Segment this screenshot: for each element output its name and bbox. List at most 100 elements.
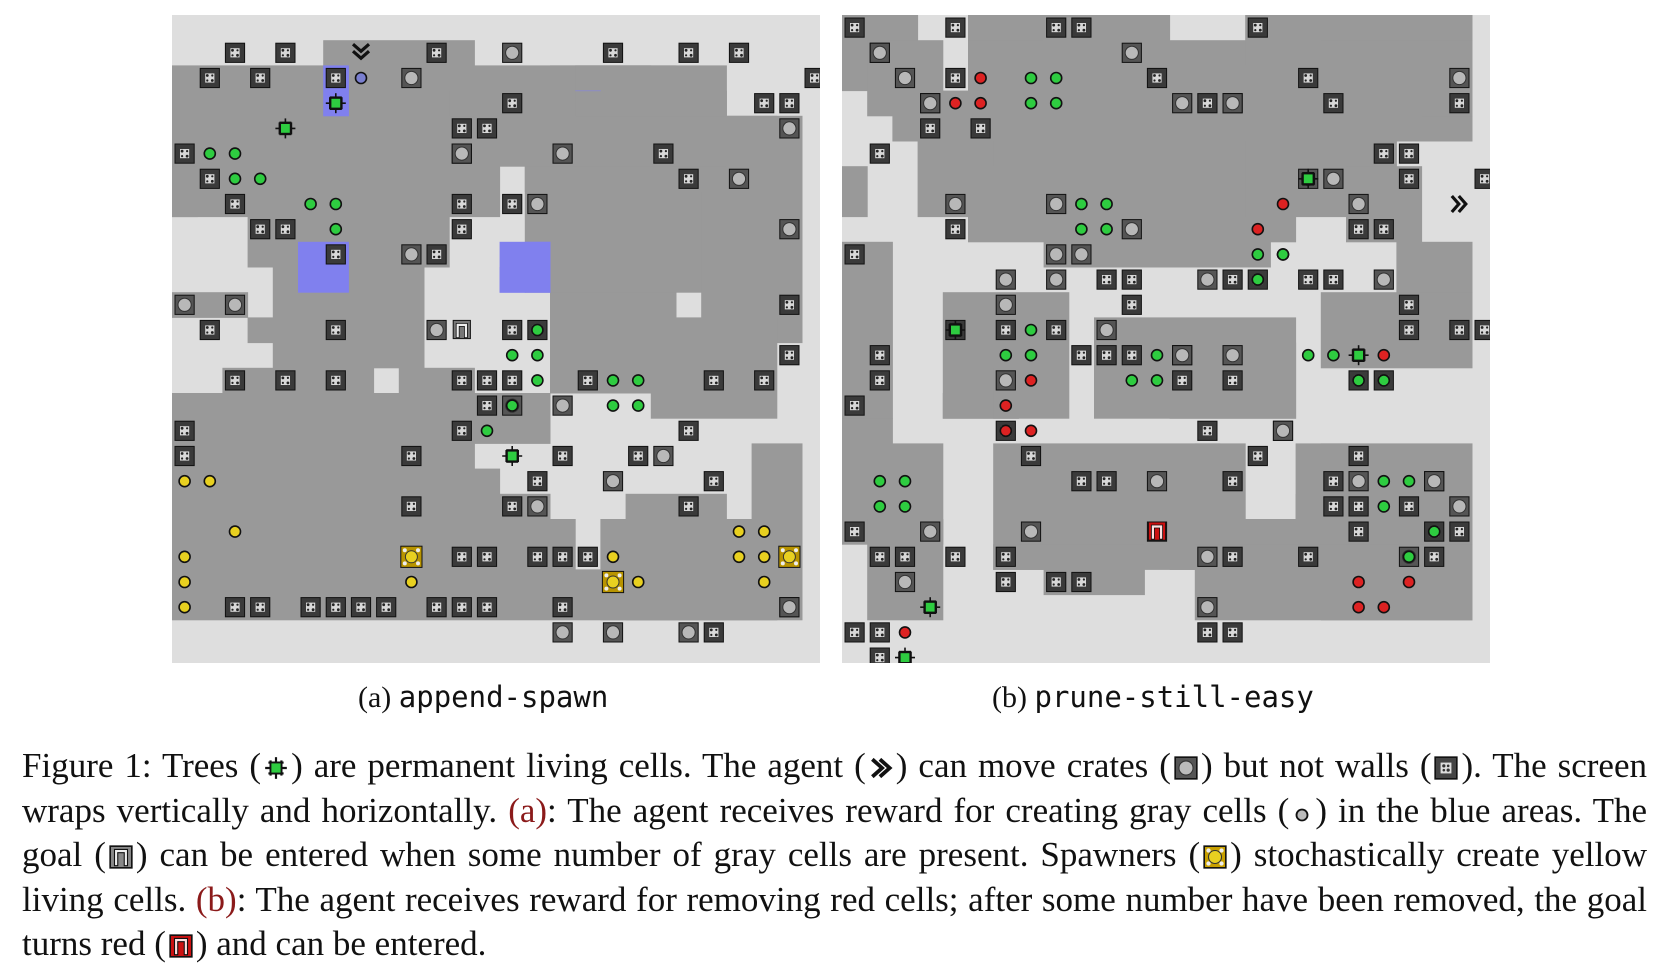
wall-icon <box>451 118 472 139</box>
wall-icon <box>1197 622 1218 643</box>
crate-icon <box>1046 269 1067 290</box>
region-block <box>968 15 1045 41</box>
subcaption-a-label: (a) <box>358 681 392 714</box>
yellow-cell <box>178 600 191 614</box>
wall-icon <box>1071 471 1092 492</box>
crate-icon <box>1197 269 1218 290</box>
crate-icon <box>995 269 1016 290</box>
green-cell <box>1402 474 1416 488</box>
crate-icon <box>502 42 523 63</box>
wall-icon <box>995 546 1016 567</box>
tree-icon <box>1298 168 1319 189</box>
caption-text: ) but not walls ( <box>1200 746 1432 785</box>
caption-ref-a[interactable]: (a) <box>508 790 548 830</box>
crate-icon <box>1146 471 1168 492</box>
caption-text: ) in the blue areas. The goal ( <box>22 790 1648 875</box>
wall-icon <box>1121 294 1142 315</box>
region-block <box>993 141 1145 167</box>
yellow-cell <box>203 474 217 488</box>
yellow-cell <box>178 550 191 564</box>
wall-icon <box>1298 67 1319 89</box>
wall-icon <box>1449 521 1470 542</box>
crate-icon <box>552 143 573 164</box>
goal-icon <box>452 319 471 340</box>
crate-icon <box>1197 546 1218 567</box>
wall-icon <box>1449 93 1470 114</box>
agent-chevron-icon <box>1450 194 1468 214</box>
wall-icon <box>1247 445 1268 467</box>
red-cell <box>949 96 962 110</box>
caption-text: : The agent receives reward for creating… <box>547 790 1290 830</box>
wall-icon <box>945 546 966 567</box>
green-cell <box>329 222 343 236</box>
wall-icon <box>1398 168 1420 189</box>
wall-icon <box>451 219 472 240</box>
subcaption-b-label: (b) <box>992 681 1027 714</box>
crate-icon <box>894 571 916 593</box>
wall-icon <box>426 244 447 265</box>
wall-icon <box>844 244 865 265</box>
wall-icon <box>502 193 523 215</box>
wall-icon <box>476 395 498 416</box>
wall-icon <box>300 597 321 618</box>
wall-icon <box>844 395 865 416</box>
wall-icon <box>199 67 220 89</box>
gray-cell-icon <box>354 71 368 85</box>
wall-icon <box>325 370 346 391</box>
wall-icon <box>451 597 472 618</box>
crate-icon <box>653 445 674 467</box>
green-cell <box>1251 248 1265 261</box>
wall-icon <box>1197 420 1218 441</box>
caption-prefix: Figure 1: <box>22 746 152 785</box>
wall-icon <box>869 546 890 567</box>
crate-icon <box>1197 597 1218 618</box>
caption-ref-b[interactable]: (b) <box>195 879 237 919</box>
crate-icon <box>552 395 573 416</box>
green-cell <box>1377 500 1391 513</box>
crate-icon <box>1449 67 1470 89</box>
wall-icon <box>325 597 346 618</box>
crate-icon <box>451 143 472 164</box>
tree-icon <box>1348 345 1369 366</box>
region-block <box>1320 292 1473 369</box>
wall-icon <box>678 496 699 517</box>
crate-icon <box>1046 193 1067 215</box>
subcaption-a-env-name: append-spawn <box>398 680 609 714</box>
wall-icon <box>224 193 246 215</box>
wall-icon <box>1348 445 1369 467</box>
wall-icon <box>451 370 472 391</box>
wall-icon <box>275 370 296 391</box>
yellow-cell <box>631 575 645 589</box>
crate-icon <box>779 597 800 618</box>
green-cell <box>1377 374 1391 387</box>
wall-icon <box>703 370 724 391</box>
wall-icon <box>376 597 397 618</box>
yellow-cell <box>228 525 242 538</box>
green-cell <box>1075 197 1088 211</box>
green-cell <box>531 323 544 337</box>
crate-icon <box>224 294 246 315</box>
crate-icon <box>678 622 699 643</box>
crate-icon <box>995 370 1016 391</box>
green-cell <box>304 197 317 211</box>
region-block <box>222 367 375 419</box>
wall-icon <box>502 319 523 341</box>
wall-icon <box>250 597 271 618</box>
wall-icon <box>602 42 624 63</box>
wall-icon <box>476 597 498 618</box>
wall-icon <box>844 521 865 542</box>
crate-icon <box>401 67 422 89</box>
green-cell <box>253 172 267 186</box>
wall-icon <box>678 420 699 441</box>
crate-icon <box>1071 244 1092 265</box>
green-cell <box>1301 348 1315 362</box>
crate-icon <box>1272 420 1294 441</box>
green-cell <box>1100 197 1113 211</box>
red-cell <box>898 626 912 639</box>
crate-icon <box>1348 193 1369 215</box>
wall-icon <box>174 420 195 441</box>
wall-icon <box>577 546 598 567</box>
wall-icon <box>1348 496 1369 517</box>
wall-icon <box>199 319 220 341</box>
crate-icon <box>1348 471 1369 492</box>
